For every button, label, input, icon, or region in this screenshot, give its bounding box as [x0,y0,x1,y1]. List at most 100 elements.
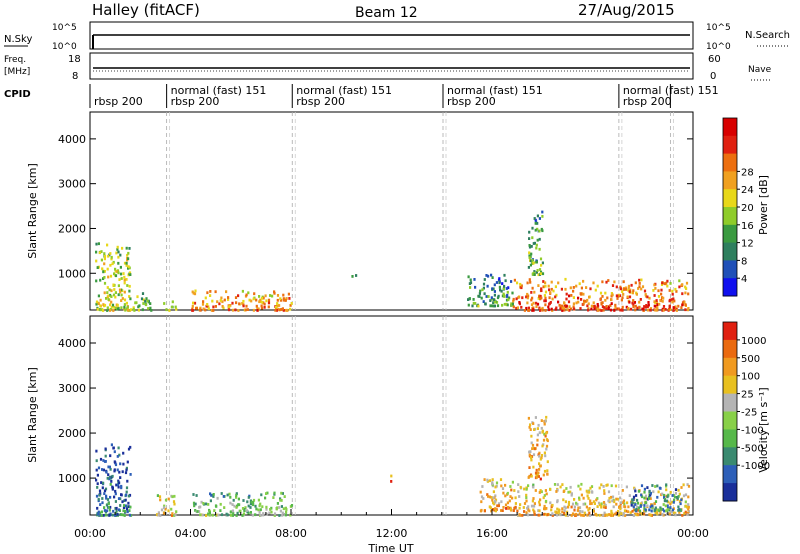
echo-cell [542,473,545,477]
colorbar-swatch [723,153,737,172]
echo-cell [235,301,238,305]
echo-cell [656,508,659,512]
echo-cell [533,447,536,451]
echo-cell [640,287,643,291]
echo-cell [536,238,539,242]
echo-cell [640,501,644,505]
echo-cell [666,495,669,499]
echo-cell [538,247,541,251]
echo-cell [600,302,603,306]
echo-cell [95,478,98,482]
echo-cell [599,291,603,295]
echo-cell [649,308,652,312]
echo-cell [113,305,116,309]
echo-cell [671,289,674,293]
echo-cell [669,490,672,494]
echo-cell [564,506,567,510]
echo-cell [501,294,504,298]
echo-cell [246,308,249,311]
echo-cell [661,513,664,516]
echo-cell [254,504,257,508]
echo-cell [570,514,573,517]
colorbar-tick-label: 24 [741,185,754,196]
echo-cell [569,286,572,290]
echo-cell [569,490,572,494]
echo-cell [518,495,521,498]
echo-cell [526,506,529,510]
echo-cell [538,268,542,271]
echo-cell [215,505,218,508]
echo-cell [513,506,516,510]
echo-cell [665,499,669,503]
echo-cell [99,513,102,517]
echo-cell [111,474,114,478]
echo-cell [621,296,624,300]
colorbar-swatch [723,224,737,244]
echo-cell [259,502,262,506]
echo-cell [97,497,100,501]
echo-cell [578,496,581,500]
echo-cell [103,276,106,279]
echo-cell [677,304,680,308]
echo-cell [582,302,585,306]
echo-cell [530,456,533,459]
echo-cell [529,263,532,267]
echo-cell [534,489,537,492]
echo-cell [543,451,546,455]
echo-cell [564,500,567,504]
echo-cell [622,293,625,296]
echo-cell [588,514,592,517]
echo-cell [608,496,611,500]
echo-cell [681,514,684,517]
echo-cell [480,500,483,504]
echo-cell [598,308,601,312]
echo-cell [654,500,658,503]
echo-cell [586,490,589,494]
echo-cell [167,497,170,501]
echo-cell [543,507,546,511]
echo-cell [107,294,110,298]
echo-cell [199,308,202,312]
echo-cell [120,299,123,302]
echo-cell [230,510,233,514]
echo-cell [654,506,657,510]
echo-cell [117,483,120,486]
echo-cell [245,293,248,297]
echo-cell [472,301,475,305]
echo-cell [156,513,159,516]
echo-cell [117,497,121,500]
echo-cell [611,284,615,287]
echo-cell [580,298,583,301]
echo-cell [496,304,500,308]
echo-cell [226,493,229,497]
echo-cell [96,486,99,489]
echo-cell [601,280,604,284]
echo-cell [606,513,609,517]
echo-cell [615,285,618,289]
echo-cell [593,502,596,505]
echo-cell [122,462,125,466]
echo-cell [541,210,544,214]
echo-cell [541,261,544,265]
echo-cell [528,425,531,429]
echo-cell [650,509,653,513]
echo-cell [654,485,657,488]
echo-cell [657,295,661,298]
echo-cell [258,511,261,514]
echo-cell [666,284,669,288]
echo-cell [103,492,106,495]
echo-cell [563,301,566,305]
echo-cell [666,279,669,283]
echo-cell [595,498,598,502]
echo-cell [540,227,543,231]
echo-cell [522,506,525,509]
echo-cell [276,304,279,308]
colorbar-swatch [723,411,737,430]
echo-cell [238,302,241,306]
echo-cell [258,504,261,508]
echo-cell [656,303,659,306]
echo-cell [678,500,682,503]
echo-cell [263,302,266,306]
velocity-ylabel: Slant Range [km] [26,367,39,463]
echo-cell [666,508,669,511]
